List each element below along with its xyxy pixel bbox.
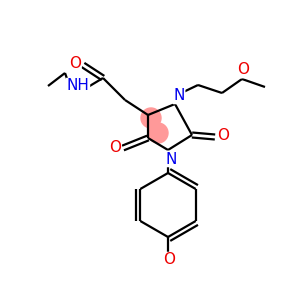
Text: O: O xyxy=(109,140,121,155)
Text: O: O xyxy=(217,128,229,143)
Text: NH: NH xyxy=(67,79,89,94)
Circle shape xyxy=(141,108,161,128)
Circle shape xyxy=(148,123,168,143)
Text: O: O xyxy=(69,56,81,70)
Text: N: N xyxy=(165,152,177,166)
Text: O: O xyxy=(163,253,175,268)
Text: N: N xyxy=(173,88,185,104)
Text: O: O xyxy=(237,62,249,77)
